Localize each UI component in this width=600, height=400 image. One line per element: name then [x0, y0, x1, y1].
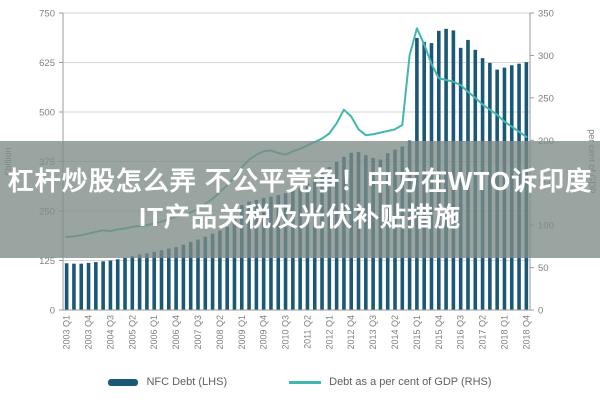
svg-text:2004 Q3: 2004 Q3 [105, 315, 115, 350]
svg-text:2009 Q4: 2009 Q4 [259, 315, 269, 350]
x-axis-labels: 2003 Q1 2003 Q4 2004 Q3 2005 Q2 2006 Q1 2006 … [62, 315, 532, 350]
svg-text:2018 Q1: 2018 Q1 [499, 315, 509, 350]
svg-text:2009 Q1: 2009 Q1 [237, 315, 247, 350]
svg-text:750: 750 [39, 9, 55, 20]
svg-text:500: 500 [39, 108, 55, 119]
svg-text:2015 Q1: 2015 Q1 [412, 315, 422, 350]
svg-text:2013 Q3: 2013 Q3 [368, 315, 378, 350]
svg-text:0: 0 [538, 306, 543, 317]
svg-text:2014 Q2: 2014 Q2 [390, 315, 400, 350]
svg-text:2012 Q1: 2012 Q1 [324, 315, 334, 350]
chart-legend: NFC Debt (LHS) Debt as a per cent of GDP… [0, 369, 600, 395]
legend-label-nfc-debt: NFC Debt (LHS) [146, 376, 228, 388]
legend-item-debt-gdp: Debt as a per cent of GDP (RHS) [289, 376, 492, 388]
svg-text:2017 Q2: 2017 Q2 [478, 315, 488, 350]
svg-text:0: 0 [50, 306, 55, 317]
svg-text:2007 Q3: 2007 Q3 [193, 315, 203, 350]
svg-text:2018 Q4: 2018 Q4 [521, 315, 531, 350]
svg-text:350: 350 [538, 9, 554, 20]
headline-overlay: 杠杆炒股怎么弄 不公平竞争！中方在WTO诉印度 IT产品关税及光伏补贴措施 [0, 141, 600, 258]
svg-text:125: 125 [39, 256, 55, 267]
headline-line-2: IT产品关税及光伏补贴措施 [138, 202, 462, 232]
svg-text:625: 625 [39, 58, 55, 69]
svg-text:2016 Q3: 2016 Q3 [456, 315, 466, 350]
svg-text:2003 Q4: 2003 Q4 [84, 315, 94, 350]
svg-text:300: 300 [538, 51, 554, 62]
svg-text:2010 Q3: 2010 Q3 [281, 315, 291, 350]
svg-text:2011 Q2: 2011 Q2 [302, 315, 312, 349]
legend-item-nfc-debt: NFC Debt (LHS) [108, 376, 227, 388]
svg-text:2015 Q4: 2015 Q4 [434, 315, 444, 350]
svg-text:2005 Q2: 2005 Q2 [127, 315, 137, 350]
svg-text:2008 Q2: 2008 Q2 [215, 315, 225, 350]
svg-text:2003 Q1: 2003 Q1 [62, 315, 72, 350]
line-swatch-icon [289, 380, 322, 384]
svg-text:2012 Q4: 2012 Q4 [346, 315, 356, 350]
headline-line-1: 杠杆炒股怎么弄 不公平竞争！中方在WTO诉印度 [7, 166, 593, 197]
legend-label-debt-gdp: Debt as a per cent of GDP (RHS) [329, 376, 492, 388]
bar-swatch-icon [108, 378, 139, 386]
svg-text:2006 Q4: 2006 Q4 [171, 315, 181, 350]
svg-text:250: 250 [538, 93, 554, 104]
svg-text:2006 Q1: 2006 Q1 [149, 315, 159, 350]
svg-text:50: 50 [538, 263, 549, 274]
